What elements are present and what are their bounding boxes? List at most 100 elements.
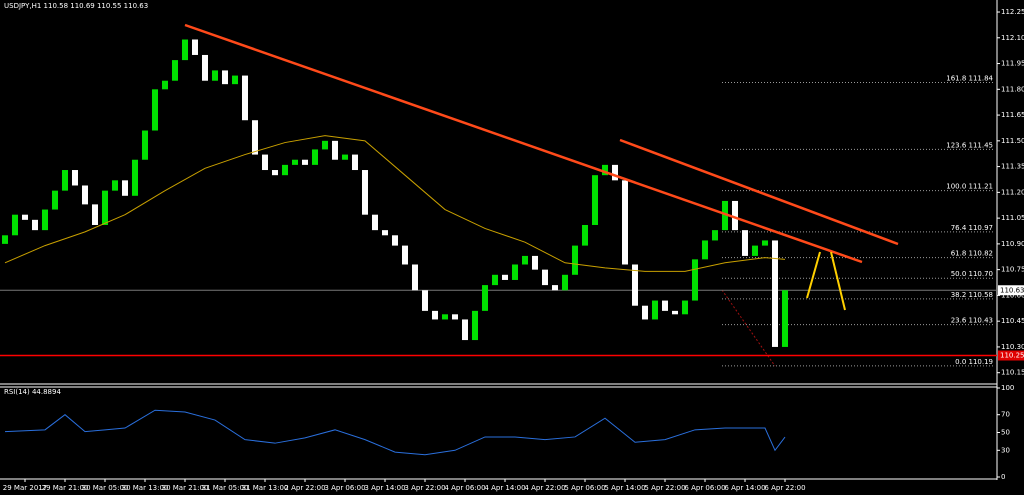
candle (782, 290, 788, 347)
candle (162, 80, 168, 90)
candle (422, 290, 428, 311)
candle (292, 159, 298, 165)
candle (672, 310, 678, 315)
candle (382, 230, 388, 236)
candle (702, 240, 708, 260)
candle (722, 200, 728, 231)
candle (582, 224, 588, 246)
candle (392, 235, 398, 246)
candle (552, 285, 558, 291)
fib-label: 100.0 111.21 (946, 183, 993, 191)
y-tick-label: 110.45 (1001, 317, 1024, 325)
candle (352, 154, 358, 171)
y-tick-label: 111.80 (1001, 85, 1024, 93)
y-tick-label: 112.10 (1001, 34, 1024, 42)
candle (732, 200, 738, 231)
y-tick-label: 70 (1001, 411, 1010, 419)
candle (472, 310, 478, 341)
fib-label: 161.8 111.84 (946, 74, 993, 82)
candle (642, 305, 648, 320)
x-tick-label: 6 Apr 22:00 (764, 484, 805, 492)
candle (412, 264, 418, 291)
x-tick-label: 3 Apr 06:00 (324, 484, 365, 492)
rsi-title: RSI(14) 44.8894 (4, 388, 61, 396)
candle (42, 209, 48, 231)
candle (592, 175, 598, 225)
candle (92, 204, 98, 225)
fib-label: 76.4 110.97 (951, 224, 993, 232)
fib-label: 50.0 110.70 (951, 270, 993, 278)
y-tick-label: 110.15 (1001, 369, 1024, 377)
candle (372, 214, 378, 231)
marks (0, 39, 997, 456)
candle (152, 89, 158, 131)
candle (342, 154, 348, 160)
candle (562, 274, 568, 291)
x-tick-label: 4 Apr 22:00 (524, 484, 565, 492)
projection-line (830, 251, 846, 311)
candle (512, 264, 518, 280)
candle (172, 60, 178, 81)
candle (462, 319, 468, 341)
candle (12, 214, 18, 236)
y-tick-label: 111.05 (1001, 214, 1024, 222)
candle (192, 39, 198, 55)
candle (262, 154, 268, 171)
x-tick-label: 5 Apr 22:00 (644, 484, 685, 492)
y-tick-label: 110.75 (1001, 266, 1024, 274)
candle (742, 230, 748, 256)
candle (62, 170, 68, 191)
candle (112, 180, 118, 191)
y-tick-label: 50 (1001, 429, 1010, 437)
candle (362, 170, 368, 215)
candle (432, 310, 438, 320)
moving-average (4, 135, 786, 272)
candle (282, 164, 288, 176)
candle (222, 70, 228, 85)
candle (322, 140, 328, 150)
x-tick-label: 30 Mar 13:00 (122, 484, 169, 492)
current-price-box (998, 285, 1024, 296)
candle (632, 264, 638, 306)
candle (662, 300, 668, 311)
fib-label: 0.0 110.19 (955, 358, 993, 366)
y-tick-label: 111.35 (1001, 163, 1024, 171)
candle (752, 245, 758, 256)
candle (492, 274, 498, 286)
candle (242, 75, 248, 121)
candle (572, 245, 578, 275)
x-tick-label: 4 Apr 06:00 (444, 484, 485, 492)
y-tick-label: 111.20 (1001, 188, 1024, 196)
current-price-label: 110.63 (1000, 286, 1024, 294)
candle (712, 230, 718, 241)
candle (502, 274, 508, 280)
candle (102, 190, 108, 225)
candle (652, 300, 658, 320)
candle (612, 164, 618, 181)
candle (312, 149, 318, 165)
candle (212, 70, 218, 81)
fib-label: 38.2 110.58 (951, 291, 993, 299)
x-tick-label: 5 Apr 06:00 (564, 484, 605, 492)
rsi-line (4, 409, 786, 456)
candle (332, 140, 338, 160)
x-tick-label: 30 Mar 05:00 (82, 484, 129, 492)
trend-line (184, 23, 863, 264)
y-tick-label: 110.90 (1001, 240, 1024, 248)
y-tick-label: 100 (1001, 384, 1014, 392)
candle (122, 180, 128, 196)
projection-line (806, 251, 821, 299)
candle (482, 285, 488, 311)
x-tick-label: 31 Mar 05:00 (202, 484, 249, 492)
y-tick-label: 30 (1001, 446, 1010, 454)
y-tick-label: 110.30 (1001, 343, 1024, 351)
y-tick-label: 112.25 (1001, 8, 1024, 16)
candle (602, 164, 608, 176)
x-tick-label: 3 Apr 22:00 (404, 484, 445, 492)
candle (82, 185, 88, 205)
chart-title: USDJPY,H1 110.58 110.69 110.55 110.63 (4, 2, 148, 10)
x-tick-label: 6 Apr 06:00 (684, 484, 725, 492)
